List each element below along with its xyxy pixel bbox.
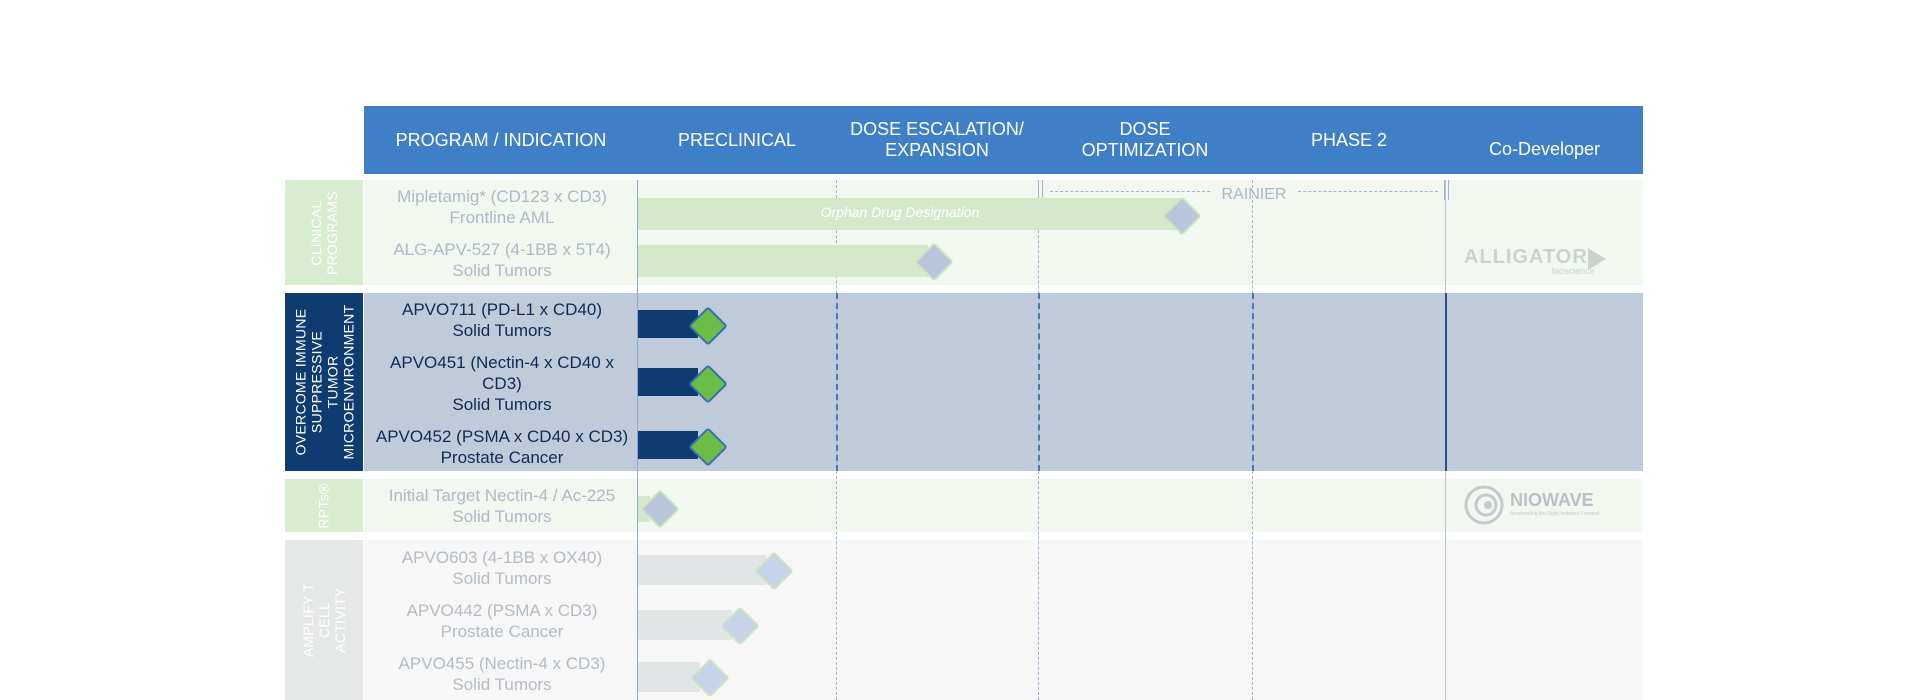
divider-overcome-4 <box>1445 293 1447 471</box>
header-bar <box>364 106 1643 174</box>
group-amplify-side <box>285 540 363 700</box>
header-phase2: PHASE 2 <box>1310 129 1388 150</box>
header-co-developer: Co-Developer <box>1488 138 1601 159</box>
header-preclinical: PRECLINICAL <box>677 129 797 150</box>
program-label-apvo455: APVO455 (Nectin-4 x CD3) Solid Tumors <box>370 653 634 695</box>
group-rpts-label-wrap: RPTs® <box>285 479 363 532</box>
program-name: APVO711 (PD-L1 x CD40) <box>402 300 602 319</box>
program-indication: Prostate Cancer <box>440 448 564 467</box>
niowave-logo-icon <box>1464 485 1504 525</box>
program-indication: Solid Tumors <box>452 675 552 694</box>
program-name: APVO451 (Nectin-4 x CD40 x CD3) <box>390 353 614 393</box>
group-rpts-side <box>285 479 363 532</box>
divider-overcome-3 <box>1252 293 1254 471</box>
program-name: APVO455 (Nectin-4 x CD3) <box>398 654 606 673</box>
program-indication: Solid Tumors <box>452 395 552 414</box>
niowave-logo-sub: Accelerating the Right Isotopes Forward <box>1510 511 1599 517</box>
divider-overcome-1 <box>836 293 838 471</box>
progress-bar-apvo455 <box>638 662 700 692</box>
rainier-left-bracket <box>1038 180 1043 200</box>
program-label-apvo603: APVO603 (4-1BB x OX40) Solid Tumors <box>370 547 634 589</box>
divider-overcome-2 <box>1038 293 1040 471</box>
group-amplify-label: AMPLIFY T CELL ACTIVITY <box>300 582 348 658</box>
program-label-apvo451: APVO451 (Nectin-4 x CD40 x CD3) Solid Tu… <box>378 352 626 415</box>
rainier-line-right <box>1298 191 1438 192</box>
progress-bar-apvo711 <box>638 310 698 338</box>
header-program: PROGRAM / INDICATION <box>395 129 607 150</box>
program-indication: Solid Tumors <box>452 321 552 340</box>
program-label-apvo442: APVO442 (PSMA x CD3) Prostate Cancer <box>370 600 634 642</box>
rainier-right-bracket <box>1444 180 1449 200</box>
program-name: APVO603 (4-1BB x OX40) <box>401 548 603 567</box>
program-name: Mipletamig* (CD123 x CD3) <box>397 187 607 206</box>
program-label-mipletamig: Mipletamig* (CD123 x CD3) Frontline AML <box>370 186 634 228</box>
group-overcome-label-wrap: OVERCOME IMMUNE SUPPRESSIVE TUMOR MICROE… <box>285 293 363 471</box>
niowave-logo: NIOWAVE Accelerating the Right Isotopes … <box>1464 485 1624 527</box>
program-name: APVO442 (PSMA x CD3) <box>406 601 598 620</box>
group-rpts-band <box>364 479 1643 532</box>
orphan-drug-label: Orphan Drug Designation <box>820 204 980 220</box>
header-dose-optimization: DOSE OPTIMIZATION <box>1081 119 1209 160</box>
program-label-apvo711: APVO711 (PD-L1 x CD40) Solid Tumors <box>370 299 634 341</box>
progress-bar-apvo442 <box>638 610 732 640</box>
group-clinical-side <box>285 180 363 285</box>
program-indication: Solid Tumors <box>452 261 552 280</box>
divider-preclinical-start <box>637 180 638 700</box>
program-name: Initial Target Nectin-4 / Ac-225 <box>388 486 616 505</box>
alligator-logo: ALLIGATOR bioscience <box>1464 246 1624 280</box>
alligator-logo-arrow <box>1588 248 1606 270</box>
alligator-logo-text: ALLIGATOR <box>1464 246 1588 268</box>
program-indication: Solid Tumors <box>452 507 552 526</box>
program-label-nectin4-ac225: Initial Target Nectin-4 / Ac-225 Solid T… <box>370 485 634 527</box>
progress-bar-apvo603 <box>638 555 766 585</box>
rainier-line-left <box>1050 191 1210 192</box>
niowave-logo-text: NIOWAVE <box>1510 490 1594 510</box>
progress-bar-apvo452 <box>638 431 698 459</box>
progress-bar-mipletamig <box>638 198 1180 230</box>
group-overcome-label: OVERCOME IMMUNE SUPPRESSIVE TUMOR MICROE… <box>292 304 357 460</box>
rainier-label: RAINIER <box>1221 186 1287 203</box>
group-clinical-label-wrap: CLINICAL PROGRAMS <box>285 180 363 285</box>
progress-bar-apvo451 <box>638 368 698 396</box>
program-indication: Prostate Cancer <box>440 622 564 641</box>
group-clinical-label: CLINICAL PROGRAMS <box>308 190 341 275</box>
program-name: ALG-APV-527 (4-1BB x 5T4) <box>393 240 611 259</box>
program-indication: Solid Tumors <box>452 569 552 588</box>
program-label-alg-apv-527: ALG-APV-527 (4-1BB x 5T4) Solid Tumors <box>370 239 634 281</box>
group-rpts-label: RPTs® <box>315 482 332 529</box>
program-name: APVO452 (PSMA x CD40 x CD3) <box>375 427 629 446</box>
group-amplify-band <box>364 540 1643 700</box>
header-dose-escalation: DOSE ESCALATION/ EXPANSION <box>850 119 1024 160</box>
group-amplify-label-wrap: AMPLIFY T CELL ACTIVITY <box>285 540 363 700</box>
progress-bar-alg-apv-527 <box>638 245 928 277</box>
group-clinical-band <box>364 180 1643 285</box>
group-overcome-band <box>364 293 1643 471</box>
group-overcome-side <box>285 293 363 471</box>
program-indication: Frontline AML <box>449 208 555 227</box>
program-label-apvo452: APVO452 (PSMA x CD40 x CD3) Prostate Can… <box>370 426 634 468</box>
alligator-logo-sub: bioscience <box>1552 266 1595 276</box>
